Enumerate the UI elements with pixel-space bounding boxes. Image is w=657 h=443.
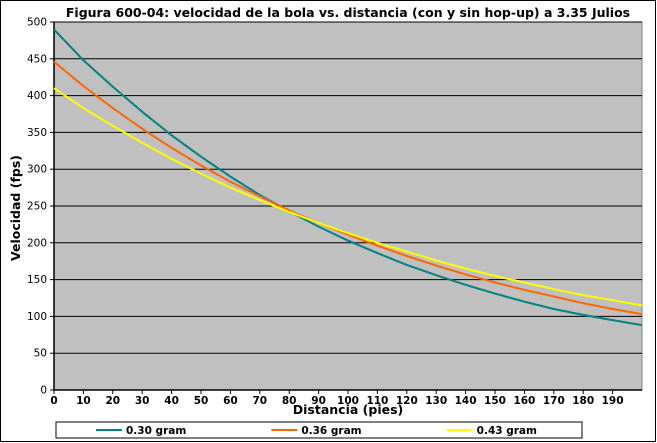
x-tick-label: 60 [223,395,238,407]
x-tick-label: 160 [513,395,535,407]
y-tick-label: 200 [27,237,47,249]
y-tick-label: 50 [34,348,47,360]
legend-label: 0.43 gram [477,425,537,437]
x-tick-label: 50 [194,395,209,407]
legend-label: 0.36 gram [301,425,361,437]
y-tick-label: 350 [27,127,47,139]
x-tick-label: 120 [396,395,418,407]
x-tick-label: 30 [135,395,150,407]
legend-box [55,421,583,439]
y-tick-label: 300 [27,164,47,176]
x-tick-label: 90 [311,395,326,407]
x-tick-label: 70 [252,395,267,407]
chart-title: Figura 600-04: velocidad de la bola vs. … [66,5,630,20]
x-tick-label: 170 [543,395,565,407]
x-tick-label: 80 [282,395,297,407]
x-tick-label: 130 [425,395,447,407]
y-tick-label: 100 [27,311,47,323]
y-tick-label: 0 [40,385,47,397]
y-tick-label: 450 [27,53,47,65]
x-tick-label: 0 [50,395,57,407]
x-tick-label: 40 [164,395,179,407]
x-tick-label: 150 [484,395,506,407]
plot-area: 0 50 100 150 200 250 300 350 400 450 500 0 10 20 30 40 5… [27,17,643,407]
series-line-0-43-gram [53,87,643,307]
x-axis-label: Distancia (pies) [293,402,403,417]
legend-label: 0.30 gram [126,425,186,437]
series-line-0-30-gram [53,28,643,327]
x-tick-label: 110 [366,395,388,407]
series-line-0-36-gram [53,60,643,316]
x-tick-label: 10 [76,395,91,407]
y-tick-label: 400 [27,90,47,102]
x-tick-label: 140 [455,395,477,407]
x-tick-label: 100 [337,395,359,407]
x-tick-label: 180 [572,395,594,407]
x-tick-label: 190 [602,395,624,407]
y-axis-label: Velocidad (fps) [8,155,23,261]
y-tick-label: 250 [27,201,47,213]
y-tick-label: 150 [27,274,47,286]
x-tick-label: 20 [105,395,120,407]
y-tick-label: 500 [27,17,47,29]
legend: 0.30 gram 0.36 gram 0.43 gram [55,421,583,439]
